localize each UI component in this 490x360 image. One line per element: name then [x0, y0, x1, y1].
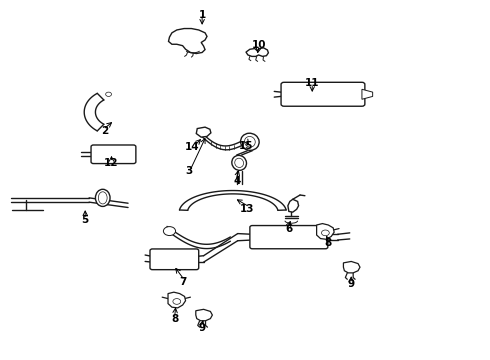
Polygon shape	[362, 89, 373, 99]
Text: 6: 6	[285, 224, 293, 234]
FancyBboxPatch shape	[250, 226, 328, 249]
Text: 12: 12	[104, 158, 119, 168]
Text: 14: 14	[185, 142, 200, 152]
Polygon shape	[343, 261, 360, 273]
Text: 9: 9	[347, 279, 355, 289]
Text: 10: 10	[251, 40, 266, 50]
Polygon shape	[246, 48, 269, 57]
Ellipse shape	[321, 230, 329, 236]
Text: 4: 4	[233, 176, 241, 186]
Ellipse shape	[98, 192, 107, 204]
Polygon shape	[288, 199, 298, 212]
Polygon shape	[168, 292, 186, 308]
Polygon shape	[317, 224, 334, 239]
Ellipse shape	[173, 298, 181, 304]
Text: 7: 7	[179, 277, 187, 287]
Ellipse shape	[163, 226, 175, 235]
Text: 3: 3	[185, 166, 192, 176]
Ellipse shape	[232, 156, 246, 170]
Text: 5: 5	[81, 215, 89, 225]
Polygon shape	[196, 127, 211, 137]
Text: 2: 2	[101, 126, 109, 136]
Ellipse shape	[245, 136, 255, 147]
Text: 13: 13	[240, 204, 255, 214]
Polygon shape	[169, 28, 207, 54]
Text: 8: 8	[324, 238, 331, 248]
Ellipse shape	[106, 92, 112, 96]
Ellipse shape	[96, 189, 110, 206]
Ellipse shape	[235, 158, 244, 167]
Text: 8: 8	[171, 314, 178, 324]
Polygon shape	[196, 309, 212, 321]
Text: 11: 11	[305, 78, 319, 88]
Text: 15: 15	[239, 141, 254, 151]
Ellipse shape	[241, 133, 259, 150]
FancyBboxPatch shape	[91, 145, 136, 163]
Text: 1: 1	[198, 10, 206, 20]
FancyBboxPatch shape	[281, 82, 365, 106]
Text: 9: 9	[198, 323, 206, 333]
FancyBboxPatch shape	[150, 249, 199, 270]
